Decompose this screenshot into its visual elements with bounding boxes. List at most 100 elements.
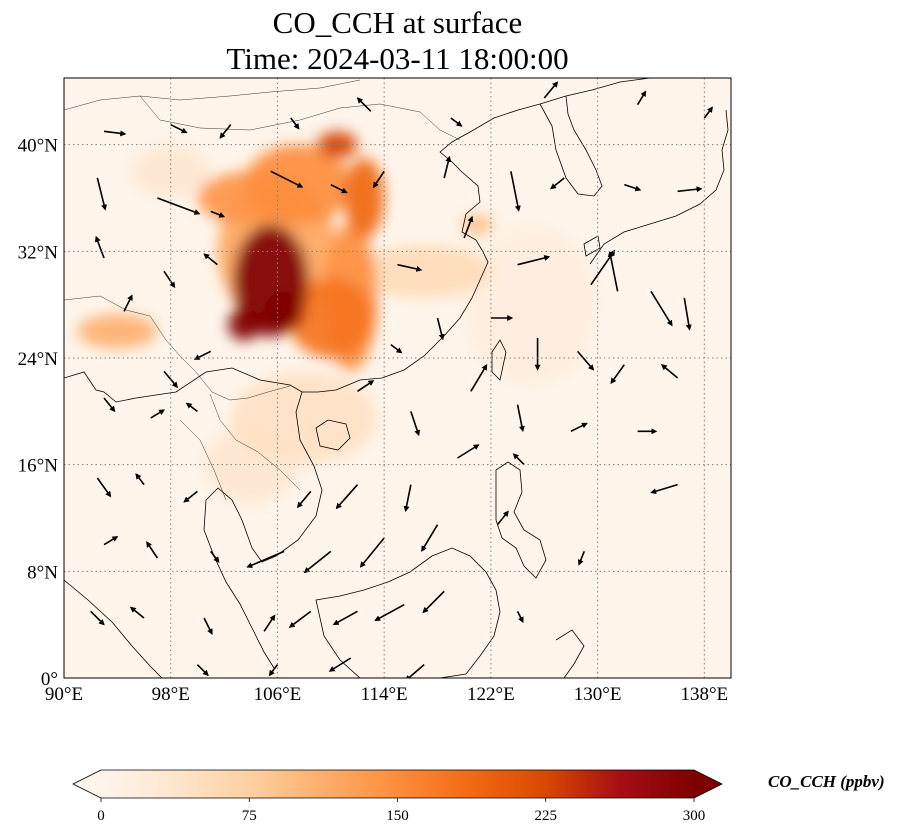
wind-arrow-7 xyxy=(636,90,647,106)
wind-arrow-38 xyxy=(610,364,625,385)
wind-arrow-24 xyxy=(463,215,474,239)
y-tick-label: 8°N xyxy=(27,562,58,583)
wind-arrow-21 xyxy=(163,270,176,289)
wind-arrow-39 xyxy=(660,364,679,379)
wind-arrow-63 xyxy=(359,537,385,568)
co-plume-16 xyxy=(228,308,261,341)
wind-arrow-4 xyxy=(356,97,372,112)
wind-arrow-76 xyxy=(196,664,209,677)
coastline-borneo xyxy=(315,547,501,678)
colorbar-tick-label: 150 xyxy=(386,808,409,824)
wind-arrow-40 xyxy=(103,397,116,413)
coastline-philippines xyxy=(495,461,547,579)
y-tick-label: 24°N xyxy=(18,349,59,370)
wind-arrow-41 xyxy=(150,409,165,419)
country-borders xyxy=(64,79,461,501)
wind-arrow-19 xyxy=(677,186,703,193)
wind-arrow-47 xyxy=(570,422,588,433)
co-plume-4 xyxy=(357,244,491,298)
map-panel xyxy=(64,78,731,678)
colorbar-title: CO_CCH (ppbv) xyxy=(768,772,885,791)
wind-arrow-34 xyxy=(436,317,445,341)
wind-arrow-72 xyxy=(332,610,358,626)
wind-arrow-69 xyxy=(203,617,213,635)
coastline-sulawesi xyxy=(555,629,585,678)
wind-arrow-55 xyxy=(457,444,480,459)
coastline-hainan xyxy=(315,419,351,451)
wind-arrow-23 xyxy=(397,263,423,272)
x-tick-label: 114°E xyxy=(361,684,408,705)
y-tick-label: 16°N xyxy=(18,456,59,477)
wind-arrow-56 xyxy=(512,453,525,466)
co-plume-11 xyxy=(288,278,374,358)
gridlines xyxy=(64,78,731,678)
x-tick-label: 106°E xyxy=(254,684,302,705)
colorbar-tick-label: 300 xyxy=(683,808,706,824)
wind-arrow-50 xyxy=(135,473,145,486)
colorbar: 0 75 150 225 300 CO_CCH (ppbv) xyxy=(72,769,885,824)
wind-arrow-33 xyxy=(390,344,403,354)
wind-arrow-68 xyxy=(129,606,145,619)
co-plume-2 xyxy=(130,144,211,198)
wind-arrow-42 xyxy=(185,402,198,412)
wind-arrow-28 xyxy=(650,290,673,327)
wind-arrow-22 xyxy=(203,253,218,266)
wind-arrow-59 xyxy=(146,541,159,559)
wind-arrow-73 xyxy=(374,603,405,621)
wind-arrow-74 xyxy=(422,590,445,614)
map-title: CO_CCH at surface xyxy=(272,5,523,40)
wind-arrow-53 xyxy=(335,484,359,510)
wind-arrow-8 xyxy=(703,106,714,119)
wind-arrow-13 xyxy=(330,183,348,194)
y-tick-label: 40°N xyxy=(18,136,59,157)
wind-arrow-49 xyxy=(96,477,112,498)
y-tick-label: 0° xyxy=(41,669,58,690)
map-frame xyxy=(63,77,732,679)
co-plume-12 xyxy=(344,158,385,238)
colorbar-tick-label: 0 xyxy=(97,808,105,824)
wind-arrow-2 xyxy=(219,124,232,139)
wind-arrow-27 xyxy=(607,250,619,292)
co-plume-13 xyxy=(317,131,358,159)
x-tick-label: 130°E xyxy=(574,684,622,705)
colorbar-min-extension xyxy=(73,770,101,798)
wind-arrow-0 xyxy=(103,130,127,137)
wind-arrow-14 xyxy=(372,170,385,189)
wind-arrow-43 xyxy=(357,380,375,392)
wind-arrow-20 xyxy=(94,235,105,259)
wind-arrow-18 xyxy=(624,183,642,192)
co-plume-0 xyxy=(464,224,598,385)
wind-arrow-60 xyxy=(210,550,220,563)
colorbar-gradient xyxy=(101,770,694,798)
wind-arrow-67 xyxy=(90,610,105,626)
co-plume-15 xyxy=(233,224,309,337)
co-concentration-field xyxy=(77,131,598,505)
coastlines xyxy=(64,78,729,678)
coastline-indochina xyxy=(203,391,323,669)
map-time-subtitle: Time: 2024-03-11 18:00:00 xyxy=(226,41,569,76)
wind-arrow-29 xyxy=(683,297,692,331)
wind-arrow-10 xyxy=(157,197,201,215)
wind-arrow-54 xyxy=(403,484,412,513)
wind-arrow-61 xyxy=(246,550,285,568)
wind-arrow-32 xyxy=(193,350,212,360)
wind-arrow-25 xyxy=(517,255,551,266)
wind-arrow-37 xyxy=(576,350,595,371)
wind-arrow-3 xyxy=(290,117,300,130)
coastline-taiwan xyxy=(491,339,507,381)
wind-arrow-45 xyxy=(470,364,488,392)
wind-arrow-17 xyxy=(550,177,565,190)
wind-arrow-9 xyxy=(96,177,107,211)
wind-arrow-5 xyxy=(450,117,463,127)
colorbar-tick-labels: 0 75 150 225 300 xyxy=(97,798,705,824)
wind-arrow-46 xyxy=(516,404,525,433)
x-tick-label: 138°E xyxy=(680,684,728,705)
wind-arrow-65 xyxy=(496,510,509,526)
wind-arrow-78 xyxy=(328,657,352,672)
coastline-asia-mainland xyxy=(64,78,651,403)
wind-arrow-71 xyxy=(288,610,312,628)
wind-arrow-62 xyxy=(303,550,332,574)
colorbar-tick-label: 225 xyxy=(535,808,558,824)
wind-arrow-51 xyxy=(183,490,198,503)
